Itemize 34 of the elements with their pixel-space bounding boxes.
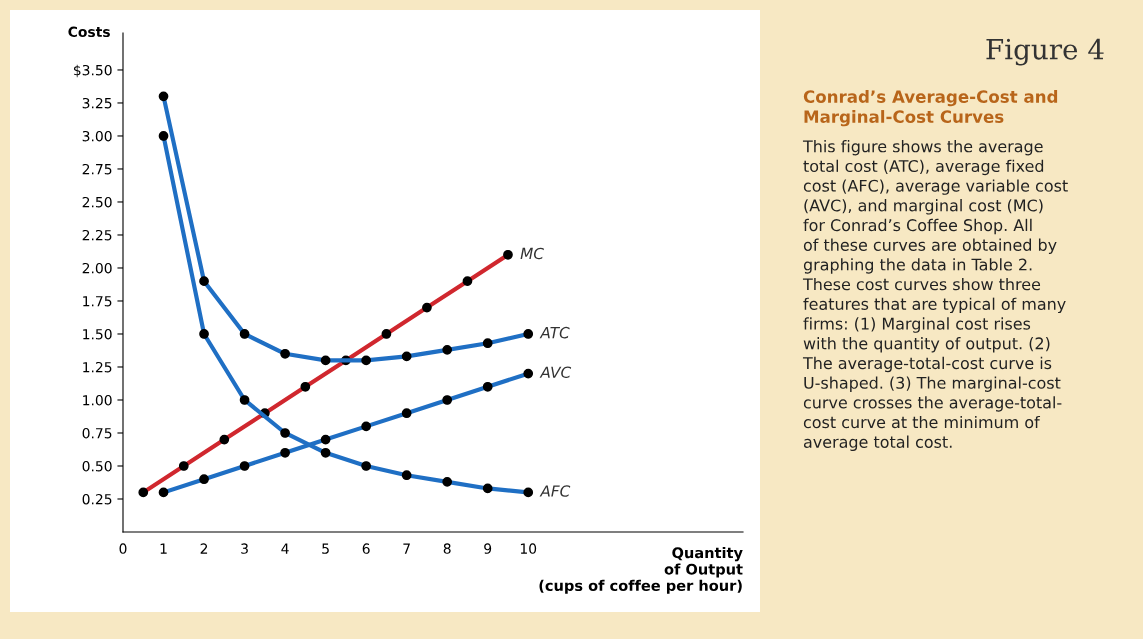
y-tick-label: $3.50 <box>73 64 112 78</box>
y-tick-label: 1.00 <box>83 394 112 406</box>
x-tick-label: 5 <box>322 543 329 554</box>
series-label: AVC <box>539 366 572 379</box>
text: This figure shows the average total cost (ATC), average fixed cost (AFC), average variable cost (AVC), and marginal cost (MC) for Conrad’s Coffee Shop. All of these curves are obtained by graphing the data in Table 2. These cost curves show three features that are typical of many firms: (1) Marginal cost rises with the quantity of output. (2) The average-total-cost curve is U-shaped. (3) The marginal-cost curve crosses the average-total- cost curve at the minimum of average total cost. <box>802 140 1068 452</box>
x-tick-label: 3 <box>241 543 248 554</box>
y-tick-label: 0.50 <box>82 460 112 472</box>
y-tick-label: 2.25 <box>82 229 112 241</box>
series-label: ATC <box>539 326 570 339</box>
x-tick-label: 4 <box>281 543 289 554</box>
x-tick-label: 6 <box>362 543 370 554</box>
y-tick-label: 2.00 <box>82 262 112 274</box>
series-label: AFC <box>539 485 571 497</box>
x-tick-label: 7 <box>403 543 410 554</box>
text: Figure 4 <box>986 38 1104 66</box>
y-tick-label: 0.75 <box>82 427 112 439</box>
y-tick-label: 0.25 <box>82 493 112 505</box>
x-tick-label: 1 <box>160 543 167 554</box>
x-tick-label: 0 <box>119 543 127 554</box>
y-axis-title: Costs <box>68 26 110 38</box>
y-tick-label: 2.75 <box>82 163 112 175</box>
y-tick-label: 3.00 <box>82 130 112 142</box>
x-axis-title: Quantity of Output (cups of coffee per hour) <box>539 546 743 594</box>
x-tick-label: 10 <box>520 543 537 554</box>
x-tick-label: 8 <box>443 543 451 554</box>
x-tick-label: 9 <box>484 543 492 554</box>
x-tick-label: 2 <box>200 543 208 554</box>
y-tick-label: 1.50 <box>83 328 112 340</box>
y-tick-label: 1.75 <box>83 296 112 307</box>
y-tick-label: 2.50 <box>82 196 112 208</box>
series-label: MC <box>520 247 544 260</box>
y-tick-label: 1.25 <box>83 361 112 373</box>
text: Conrad’s Average-Cost and Marginal-Cost Curves <box>803 90 1058 127</box>
y-tick-label: 3.25 <box>82 97 112 109</box>
